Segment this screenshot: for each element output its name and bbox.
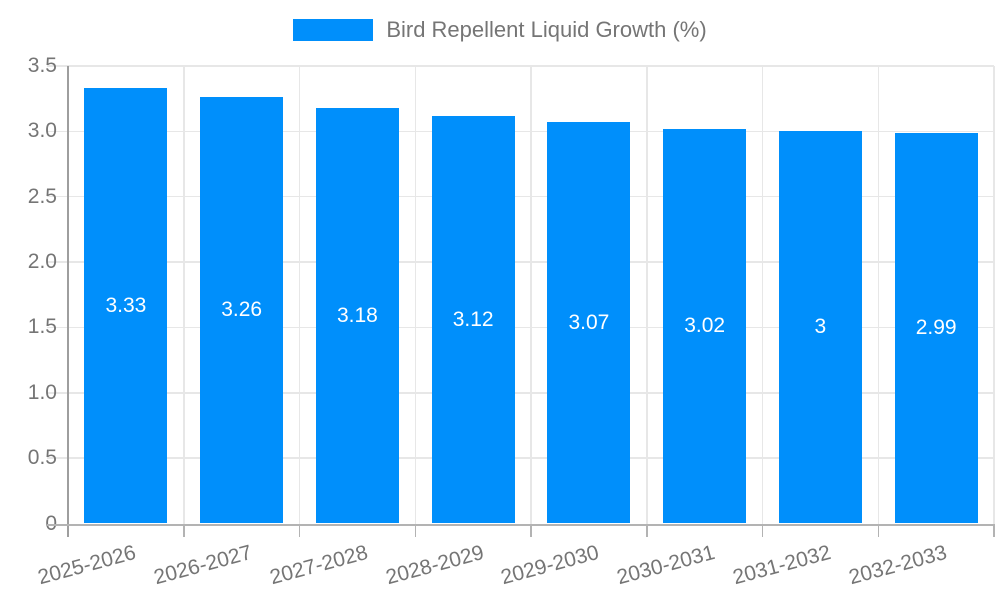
y-axis-tick-label: 0 xyxy=(7,512,57,536)
x-gridline xyxy=(183,66,185,524)
bar-value-label: 3.02 xyxy=(684,314,726,338)
x-gridline xyxy=(877,66,879,524)
bar[interactable] xyxy=(547,122,631,524)
x-gridline xyxy=(530,66,532,524)
bar-value-label: 3.12 xyxy=(452,307,494,331)
x-axis-category-label: 2029-2030 xyxy=(498,541,602,590)
bar[interactable] xyxy=(778,131,862,524)
bar[interactable] xyxy=(431,115,515,524)
y-axis-tick-label: 3.5 xyxy=(27,54,57,77)
bar[interactable] xyxy=(663,128,747,524)
y-axis-line xyxy=(67,66,69,537)
bar-value-label: 3.33 xyxy=(105,293,147,317)
x-axis-line xyxy=(47,523,994,526)
y-gridline xyxy=(47,457,994,459)
y-axis-tick-label: 1.0 xyxy=(27,380,57,404)
bar[interactable] xyxy=(894,132,978,524)
x-axis-tick xyxy=(761,523,764,537)
x-gridline xyxy=(414,66,416,524)
x-axis-category-label: 2025-2026 xyxy=(35,541,139,590)
bar-value-label: 3 xyxy=(814,315,827,339)
x-gridline xyxy=(646,66,648,524)
bar-value-label: 2.99 xyxy=(915,316,957,340)
bar-value-label: 3.18 xyxy=(336,303,378,327)
y-gridline xyxy=(47,261,994,263)
bar[interactable] xyxy=(200,97,284,524)
x-gridline xyxy=(993,66,995,524)
x-axis-category-label: 2031-2032 xyxy=(730,541,834,590)
bar-value-label: 3.26 xyxy=(221,298,263,322)
y-gridline xyxy=(47,195,994,198)
x-axis-category-label: 2027-2028 xyxy=(267,541,371,590)
x-gridline xyxy=(298,66,301,524)
y-gridline xyxy=(47,326,994,329)
y-axis-tick-label: 1.5 xyxy=(27,315,57,339)
x-axis-category-label: 2030-2031 xyxy=(614,541,718,590)
x-axis-category-label: 2032-2033 xyxy=(846,541,950,590)
legend[interactable]: Bird Repellent Liquid Growth (%) xyxy=(0,17,1000,43)
x-axis-tick xyxy=(877,523,879,537)
bar[interactable] xyxy=(84,88,168,524)
x-axis-category-label: 2026-2027 xyxy=(151,541,255,590)
x-axis-tick xyxy=(530,523,532,537)
y-axis-tick-label: 2.0 xyxy=(27,250,57,274)
x-axis-tick xyxy=(993,523,995,537)
legend-label: Bird Repellent Liquid Growth (%) xyxy=(386,17,707,42)
y-axis-tick-label: 2.5 xyxy=(27,184,57,208)
legend-swatch xyxy=(293,19,374,41)
y-gridline xyxy=(47,130,994,133)
y-gridline xyxy=(47,65,994,67)
x-axis-tick xyxy=(414,523,416,537)
x-axis-category-label: 2028-2029 xyxy=(383,541,487,590)
y-axis-tick-label: 3.0 xyxy=(27,119,57,143)
bar-value-label: 3.07 xyxy=(568,310,610,334)
x-axis-tick xyxy=(183,523,185,537)
bar[interactable] xyxy=(315,107,399,524)
y-axis-tick-label: 0.5 xyxy=(27,446,57,470)
x-axis-tick xyxy=(298,523,301,537)
x-axis-tick xyxy=(646,523,648,537)
y-gridline xyxy=(47,392,994,394)
x-gridline xyxy=(761,66,764,524)
